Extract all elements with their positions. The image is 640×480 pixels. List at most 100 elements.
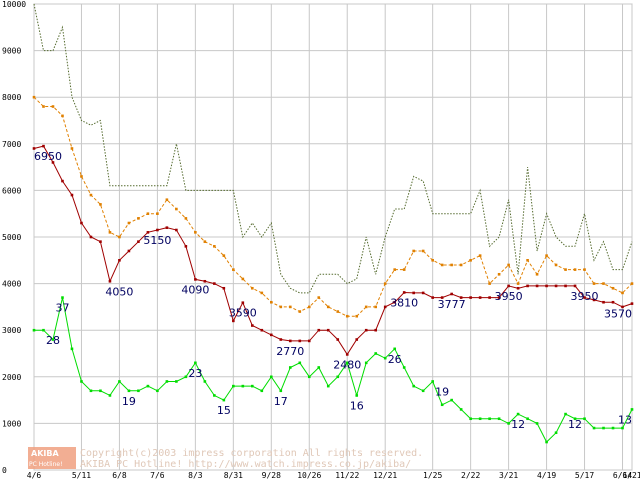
data-point [583,296,586,299]
data-point [450,398,453,402]
data-point [345,361,349,365]
data-point [70,193,74,197]
data-point [393,300,396,304]
data-point [383,282,387,285]
value-annotation: 4050 [105,285,133,298]
data-point [146,231,150,234]
data-point [80,175,83,178]
y-tick-label: 2000 [2,373,21,382]
series-3 [32,296,634,444]
value-annotation: 12 [511,418,525,431]
data-point [573,268,577,271]
value-annotation: 4090 [181,283,209,296]
data-point [364,361,368,365]
data-point [222,286,226,290]
data-point [70,347,74,351]
data-point [393,347,396,351]
data-point [621,305,624,309]
data-point [592,426,596,430]
data-point [99,203,102,206]
watermark-line-1: Copyright(c)2003 impress corporation All… [80,448,423,459]
data-point [402,366,406,369]
chart-grid [33,3,633,471]
data-point [326,328,330,332]
x-tick-label: 4/6 [27,471,42,480]
data-point [270,333,273,337]
data-point [317,296,321,299]
value-annotation: 28 [46,334,60,347]
x-tick-label: 9/28 [262,471,281,480]
data-point [127,249,131,253]
data-point [156,228,159,232]
data-point [516,412,520,416]
value-annotation: 3777 [438,298,466,311]
data-point [80,221,83,225]
data-point [364,328,368,332]
data-point [42,144,45,148]
data-point [554,284,558,288]
data-point [89,193,93,197]
data-point [336,310,340,313]
data-point [307,375,311,379]
x-tick-label: 6/8 [112,471,127,480]
data-point [232,319,235,323]
data-point [374,305,378,309]
data-point [232,384,235,388]
value-annotation: 15 [217,404,231,417]
chart-annotations: 6950 4050 5150 4090 3590 2770 2480 3810 3777 3950… [34,150,632,431]
data-point [488,296,491,299]
data-point [61,114,64,118]
data-point [279,338,283,341]
value-annotation: 12 [568,418,582,431]
x-tick-label: 7/6 [150,471,165,480]
data-point [431,380,434,383]
data-point [70,147,74,150]
data-point [431,296,434,299]
data-point [118,380,121,383]
data-point [611,426,615,430]
data-point [80,380,83,383]
data-point [89,235,93,239]
data-point [526,284,529,288]
data-point [326,384,330,388]
data-point [108,279,112,283]
data-point [383,356,387,360]
data-point [118,235,121,239]
data-point [526,259,529,262]
data-point [621,291,624,295]
data-point [270,375,273,379]
data-point [156,389,159,393]
data-point [298,361,302,365]
data-point [108,394,112,397]
data-point [630,282,634,285]
data-point [469,417,472,421]
series-0 [33,3,633,294]
data-point [355,338,359,341]
data-point [175,380,178,383]
value-annotation: 19 [435,385,449,398]
y-tick-label: 3000 [2,326,21,335]
data-point [194,278,197,281]
data-point [412,249,415,253]
x-tick-label: 12/21 [373,471,397,480]
data-point [317,366,321,369]
y-tick-label: 4000 [2,280,21,289]
data-point [307,339,311,343]
x-tick-label: 6/21 [622,471,640,480]
data-point [431,259,434,262]
data-point [137,240,140,243]
data-point [355,314,359,318]
data-point [516,286,520,290]
data-point [421,249,425,253]
data-point [241,384,245,388]
data-point [459,296,463,299]
data-point [564,268,567,271]
data-point [203,240,207,243]
data-point [127,389,131,393]
data-point [298,310,302,313]
data-point [279,305,283,309]
data-point [364,305,368,309]
data-point [32,328,36,332]
value-annotation: 3810 [390,296,418,309]
